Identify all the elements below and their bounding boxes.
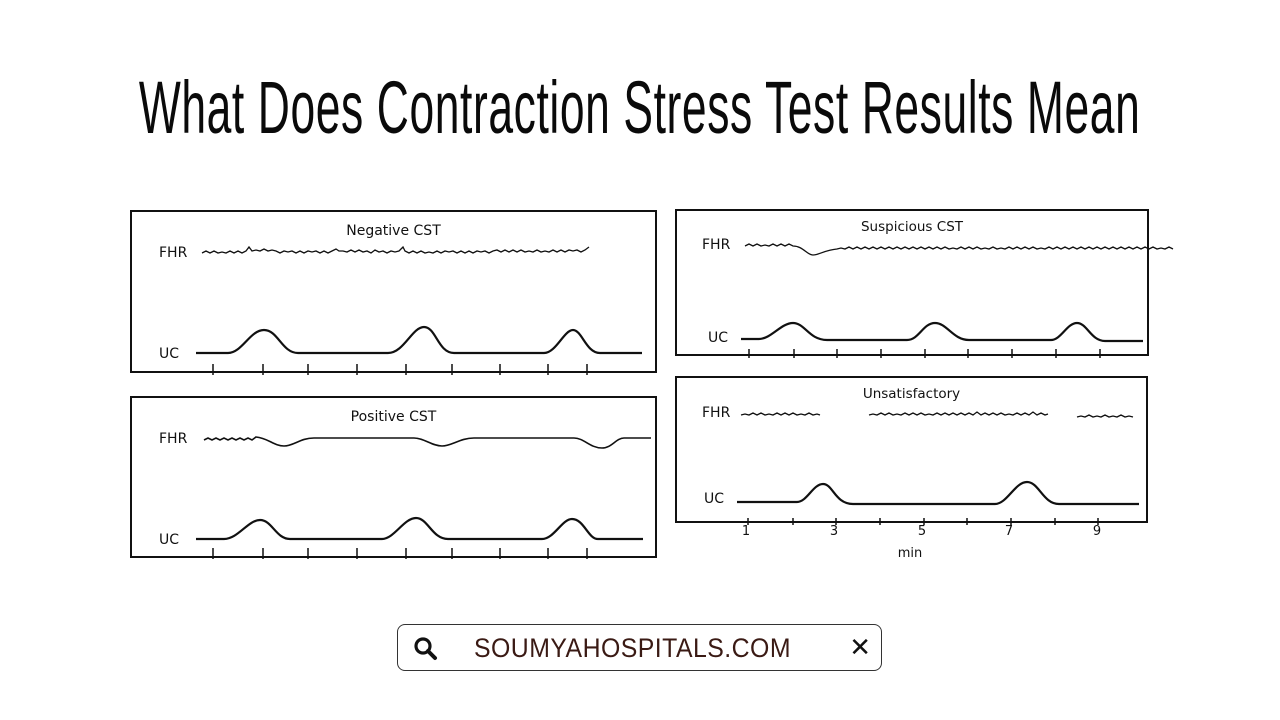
axis-tick-label: 5 <box>917 524 927 539</box>
close-icon[interactable]: ✕ <box>849 633 871 663</box>
axis-tick-label: 7 <box>1004 524 1014 539</box>
panel-unsatisfactory: Unsatisfactory FHR UC <box>675 376 1148 525</box>
panel-title: Positive CST <box>350 409 437 425</box>
panel-positive-cst: Positive CST FHR UC <box>130 396 657 559</box>
fhr-label: FHR <box>702 237 731 253</box>
panel-title: Negative CST <box>346 223 441 239</box>
panel-title: Unsatisfactory <box>862 386 961 402</box>
search-icon[interactable] <box>413 636 439 662</box>
uc-label: UC <box>159 532 180 548</box>
uc-label: UC <box>704 491 725 507</box>
suspicious-cst-tracing <box>741 243 1174 358</box>
fhr-label: FHR <box>159 245 188 261</box>
fhr-label: FHR <box>159 431 188 447</box>
axis-tick-label: 3 <box>829 524 839 539</box>
fhr-label: FHR <box>702 405 731 421</box>
panel-title: Suspicious CST <box>860 219 964 235</box>
positive-cst-tracing <box>196 436 651 559</box>
panel-negative-cst: Negative CST FHR UC <box>130 210 657 375</box>
axis-unit-label: min <box>897 546 923 561</box>
uc-label: UC <box>708 330 729 346</box>
panel-suspicious-cst: Suspicious CST FHR UC <box>675 209 1174 358</box>
unsatisfactory-tracing <box>737 411 1139 525</box>
search-text[interactable]: SOUMYAHOSPITALS.COM <box>474 633 791 663</box>
page-title: What Does Contraction Stress Test Result… <box>139 66 1141 149</box>
search-bar[interactable]: SOUMYAHOSPITALS.COM ✕ <box>397 624 882 671</box>
axis-tick-label: 9 <box>1092 524 1102 539</box>
page-title-wrap: What Does Contraction Stress Test Result… <box>0 68 1280 148</box>
negative-cst-tracing <box>196 245 642 375</box>
axis-tick-label: 1 <box>741 524 751 539</box>
uc-label: UC <box>159 346 180 362</box>
